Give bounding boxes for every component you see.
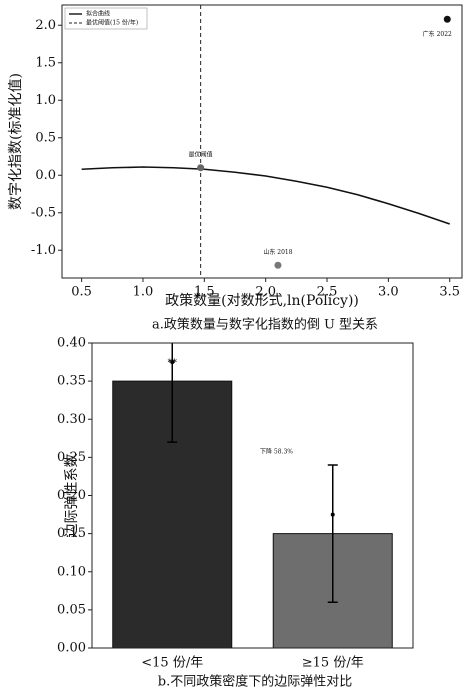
y-tick-label: 0.25	[57, 450, 86, 465]
plot-area	[112, 343, 393, 648]
annotation: 下降 58.3%	[260, 448, 293, 456]
x-tick-label: 1.0	[133, 285, 154, 300]
legend-box	[64, 7, 148, 30]
caption: b.不同政策密度下的边际弹性对比	[158, 674, 352, 690]
plot-frame	[61, 4, 463, 279]
y-tick-label: 0.10	[57, 564, 86, 579]
data-point	[274, 261, 282, 269]
y-tick-label: 0.05	[57, 602, 86, 617]
y-tick-label: 0.0	[35, 168, 56, 183]
fit-curve	[81, 166, 450, 225]
x-tick-label: 2.5	[317, 285, 338, 300]
point-label: 最优阈值	[189, 150, 213, 158]
y-axis-label: 数字化指数(标准化值)	[8, 73, 24, 210]
y-tick-label: 1.0	[35, 93, 56, 108]
point-label: 广东 2022	[423, 30, 452, 38]
x-tick-label: 3.5	[439, 285, 460, 300]
y-tick-label: -0.5	[31, 205, 56, 220]
point-label: 山东 2018	[263, 248, 292, 256]
y-tick-label: 0.40	[57, 336, 86, 351]
y-tick-label: 1.5	[35, 55, 56, 70]
y-tick-label: 2.0	[35, 18, 56, 33]
x-tick-label: <15 份/年	[141, 656, 203, 671]
y-tick-label: 0.00	[57, 641, 86, 656]
x-tick-label: 1.5	[194, 285, 215, 300]
data-point	[197, 164, 205, 172]
x-tick-label: 0.5	[71, 285, 92, 300]
y-tick-label: 0.15	[57, 526, 86, 541]
y-axis-label: 边际弹性系数	[64, 454, 80, 538]
x-tick-label: 2.0	[255, 285, 276, 300]
x-tick-label: ≥15 份/年	[302, 656, 364, 671]
marker	[330, 512, 335, 517]
plot-frame	[91, 342, 414, 649]
x-axis-label: 政策数量(对数形式,ln(Policy))	[165, 292, 359, 309]
marker	[170, 360, 175, 365]
caption: a.政策数量与数字化指数的倒 U 型关系	[152, 317, 378, 333]
significance: **	[168, 359, 178, 369]
data-point	[443, 15, 451, 23]
y-tick-label: 0.35	[57, 374, 86, 389]
y-tick-label: -1.0	[31, 243, 56, 258]
y-tick-label: 0.20	[57, 488, 86, 503]
y-tick-label: 0.30	[57, 412, 86, 427]
y-tick-label: 0.5	[35, 130, 56, 145]
legend-entry: 拟合曲线	[86, 10, 110, 18]
x-tick-label: 3.0	[378, 285, 399, 300]
legend-entry: 最优阈值(15 份/年)	[86, 19, 138, 27]
